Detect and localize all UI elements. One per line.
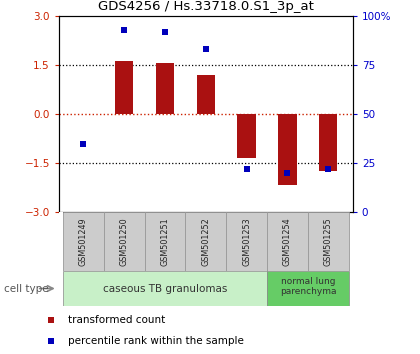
Bar [226, 212, 267, 271]
Text: transformed count: transformed count [68, 315, 165, 325]
Bar [115, 61, 133, 114]
Text: GSM501251: GSM501251 [160, 217, 169, 266]
Bar [267, 271, 349, 306]
Bar [104, 212, 144, 271]
Bar [237, 114, 256, 158]
Text: GSM501250: GSM501250 [120, 217, 129, 266]
Bar [144, 212, 185, 271]
Text: GSM501249: GSM501249 [79, 217, 88, 266]
Text: cell type: cell type [4, 284, 49, 293]
Bar [267, 212, 308, 271]
Text: GSM501254: GSM501254 [283, 217, 292, 266]
Bar [308, 212, 349, 271]
Text: normal lung
parenchyma: normal lung parenchyma [280, 277, 336, 296]
Text: GSM501253: GSM501253 [242, 217, 251, 266]
Text: GSM501255: GSM501255 [324, 217, 333, 266]
Bar [197, 75, 215, 114]
Bar [63, 271, 267, 306]
Bar [185, 212, 226, 271]
Text: GSM501252: GSM501252 [201, 217, 210, 266]
Text: percentile rank within the sample: percentile rank within the sample [68, 336, 244, 346]
Bar [156, 63, 174, 114]
Title: GDS4256 / Hs.33718.0.S1_3p_at: GDS4256 / Hs.33718.0.S1_3p_at [98, 0, 314, 13]
Bar [63, 212, 104, 271]
Bar [319, 114, 338, 171]
Bar [278, 114, 297, 184]
Text: caseous TB granulomas: caseous TB granulomas [103, 284, 227, 293]
Bar [59, 212, 63, 271]
